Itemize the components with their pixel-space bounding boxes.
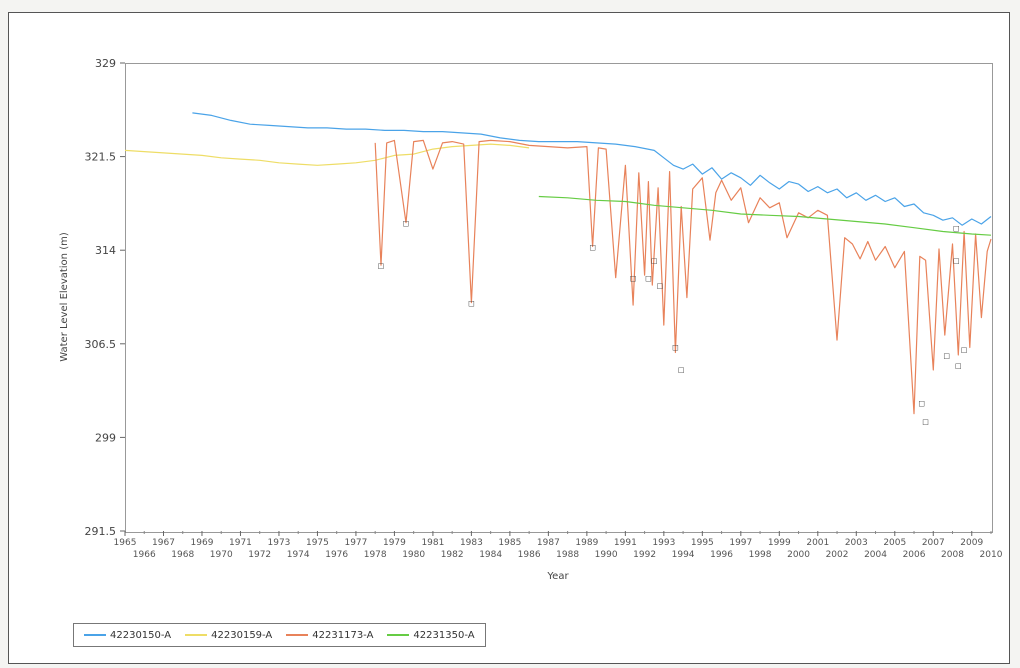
x-tick-label-upper: 1997 [729,538,752,548]
data-marker: □ [657,282,664,290]
legend-label: 42230159-A [211,629,273,641]
x-tick-label-lower: 1998 [749,550,772,560]
x-tick-label-lower: 1990 [595,550,618,560]
x-tick-label-upper: 1987 [537,538,560,548]
series-line [374,139,992,415]
legend-swatch [286,634,309,636]
x-tick-label-upper: 1993 [652,538,675,548]
x-tick-label-upper: 1989 [575,538,598,548]
series-line [538,195,992,236]
data-marker: □ [922,418,929,426]
x-tick-label-upper: 2001 [806,538,829,548]
x-tick-label-lower: 1996 [710,550,733,560]
x-tick-label-upper: 2007 [922,538,945,548]
y-tick-label: 291.5 [85,525,117,538]
legend-label: 42231350-A [413,629,475,641]
x-tick-label-lower: 2004 [864,550,887,560]
data-marker: □ [589,243,596,251]
x-tick-label-upper: 1969 [191,538,214,548]
x-tick-label-lower: 1966 [133,550,156,560]
x-tick-label-upper: 1973 [268,538,291,548]
legend-item: 42231350-A [387,629,475,641]
legend-swatch [84,634,106,636]
y-tick-label: 314 [95,244,116,257]
data-marker: □ [953,225,960,233]
data-marker: □ [630,275,637,283]
legend-item: 42230159-A [185,630,272,641]
x-tick-label-upper: 1981 [421,538,444,548]
y-tick-label: 321.5 [85,151,117,164]
x-tick-label-lower: 2000 [787,550,810,560]
x-tick-label-lower: 2002 [826,550,849,560]
legend-swatch [185,634,208,636]
legend-label: 42230150-A [110,629,172,641]
x-tick-label-lower: 1994 [672,550,695,560]
data-marker: □ [678,366,685,374]
x-tick-label-upper: 1991 [614,538,637,548]
x-tick-label-upper: 2003 [845,538,868,548]
data-marker: □ [672,343,679,351]
plot-area [125,63,993,533]
x-tick-label-upper: 1965 [114,538,137,548]
x-tick-label-lower: 1978 [364,550,387,560]
y-tick-label: 329 [95,57,116,70]
x-tick-label-lower: 2006 [903,550,926,560]
x-tick-label-upper: 1967 [152,538,175,548]
legend-label: 42231173-A [312,629,374,641]
series-line [192,112,992,226]
x-tick-label-upper: 1975 [306,538,329,548]
data-marker: □ [953,257,960,265]
legend: 42230150-A 42230159-A 42231173-A 42231350-A [73,623,486,647]
x-tick-label-upper: 1979 [383,538,406,548]
data-marker: □ [918,399,925,407]
legend-item: 42231173-A [286,630,373,641]
x-tick-label-upper: 1999 [768,538,791,548]
x-tick-label-upper: 1977 [344,538,367,548]
data-marker: □ [943,352,950,360]
data-marker: □ [403,220,410,228]
x-tick-label-lower: 1988 [556,550,579,560]
x-tick-label-lower: 1980 [402,550,425,560]
y-tick-label: 306.5 [85,338,117,351]
x-tick-label-lower: 1974 [287,550,310,560]
x-tick-label-lower: 1972 [248,550,271,560]
y-tick-label: 299 [95,431,116,444]
data-marker: □ [378,262,385,270]
x-tick-label-lower: 2008 [941,550,964,560]
legend-swatch [387,634,410,636]
x-tick-label-upper: 1983 [460,538,483,548]
chart-frame: 329 321.5 314 306.5 299 291.5 1965 1967 1969 1971… [8,12,1010,664]
x-tick-label-lower: 1992 [633,550,656,560]
x-tick-label-lower: 1984 [479,550,502,560]
x-tick-label-lower: 1976 [325,550,348,560]
data-marker: □ [645,275,652,283]
x-axis-title: Year [546,571,569,582]
data-marker: □ [961,346,968,354]
data-marker: □ [651,257,658,265]
x-tick-label-lower: 1986 [518,550,541,560]
x-tick-label-lower: 1970 [210,550,233,560]
x-tick-label-lower: 1968 [171,550,194,560]
x-tick-label-upper: 1985 [498,538,521,548]
y-axis-title: Water Level Elevation (m) [59,232,70,362]
legend-item: 42230150-A [84,630,171,641]
data-marker: □ [468,300,475,308]
x-tick-label-lower: 1982 [441,550,464,560]
x-tick-label-upper: 1995 [691,538,714,548]
x-tick-label-upper: 2009 [960,538,983,548]
x-tick-label-upper: 2005 [883,538,906,548]
x-tick-label-upper: 1971 [229,538,252,548]
data-marker: □ [955,362,962,370]
x-tick-label-lower: 2010 [980,550,1003,560]
series-line [124,143,530,166]
